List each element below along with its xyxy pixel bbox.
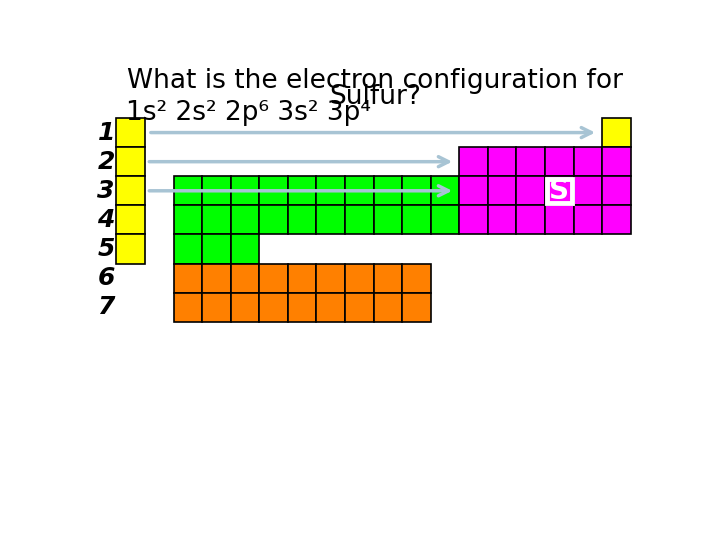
Bar — [316, 264, 345, 293]
Bar — [431, 176, 459, 205]
Text: 3: 3 — [97, 179, 114, 203]
Bar — [345, 293, 374, 322]
Bar — [488, 176, 516, 205]
Bar — [230, 176, 259, 205]
Bar — [431, 205, 459, 234]
Bar — [117, 118, 145, 147]
Bar — [459, 147, 488, 176]
Bar — [288, 264, 316, 293]
Text: 1s² 2s² 2p⁶ 3s² 3p⁴: 1s² 2s² 2p⁶ 3s² 3p⁴ — [125, 100, 371, 126]
Bar — [117, 147, 145, 176]
Bar — [602, 176, 631, 205]
Bar — [230, 293, 259, 322]
Bar — [259, 293, 288, 322]
Bar — [545, 205, 574, 234]
Bar — [374, 205, 402, 234]
Bar — [288, 293, 316, 322]
Bar — [402, 176, 431, 205]
Bar — [288, 205, 316, 234]
Bar — [402, 264, 431, 293]
Text: 2: 2 — [97, 150, 114, 174]
Bar — [459, 176, 488, 205]
Bar — [516, 147, 545, 176]
Bar — [202, 293, 230, 322]
Bar — [602, 205, 631, 234]
Bar — [516, 205, 545, 234]
Bar — [488, 205, 516, 234]
Bar — [230, 205, 259, 234]
Bar — [374, 293, 402, 322]
Bar — [202, 264, 230, 293]
Bar — [574, 176, 602, 205]
Bar — [545, 147, 574, 176]
Bar — [174, 293, 202, 322]
Bar — [174, 234, 202, 264]
Bar — [374, 176, 402, 205]
Bar — [602, 118, 631, 147]
Bar — [117, 205, 145, 234]
Bar — [602, 147, 631, 176]
Bar — [402, 293, 431, 322]
Bar — [345, 264, 374, 293]
Bar — [316, 176, 345, 205]
Bar — [374, 264, 402, 293]
Bar — [574, 147, 602, 176]
Text: Sulfur?: Sulfur? — [329, 84, 421, 110]
Text: S: S — [549, 177, 570, 205]
Bar — [459, 205, 488, 234]
Text: 4: 4 — [97, 208, 114, 232]
Text: 7: 7 — [97, 295, 114, 319]
Bar — [574, 205, 602, 234]
Text: 6: 6 — [97, 266, 114, 290]
Bar — [230, 264, 259, 293]
Bar — [488, 147, 516, 176]
Bar — [259, 176, 288, 205]
Bar — [174, 205, 202, 234]
Bar — [117, 176, 145, 205]
Bar — [545, 176, 574, 205]
Bar — [202, 205, 230, 234]
Bar — [202, 234, 230, 264]
Bar — [402, 205, 431, 234]
Text: 5: 5 — [97, 237, 114, 261]
Bar — [345, 176, 374, 205]
Bar — [259, 205, 288, 234]
Bar — [174, 264, 202, 293]
Bar — [316, 293, 345, 322]
Bar — [174, 176, 202, 205]
Bar — [230, 234, 259, 264]
Bar — [259, 264, 288, 293]
Bar — [288, 176, 316, 205]
Bar — [117, 234, 145, 264]
Bar — [316, 205, 345, 234]
Text: 1: 1 — [97, 120, 114, 145]
Bar — [547, 179, 572, 203]
Bar — [345, 205, 374, 234]
Bar — [516, 176, 545, 205]
Text: What is the electron configuration for: What is the electron configuration for — [127, 68, 624, 94]
Bar — [202, 176, 230, 205]
